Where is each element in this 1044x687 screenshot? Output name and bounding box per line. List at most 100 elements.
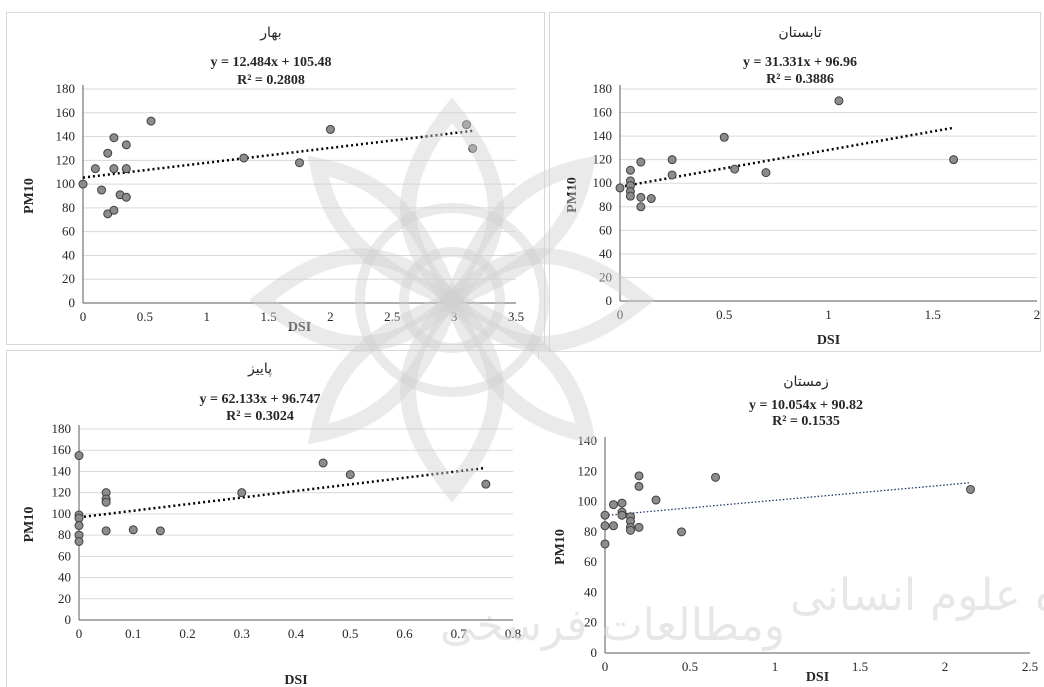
y-tick-label: 0 [591,645,598,660]
data-point [74,513,84,523]
data-point [625,165,635,175]
data-point [636,157,646,167]
y-tick-label: 40 [58,570,71,585]
data-point [146,116,156,126]
chart-panel-spring: 0 20 40 60 80 100 120 140 160 180 0 0.5 1 1.5 2 2.5 3 3.5… [6,12,545,345]
x-tick-label: 0.1 [125,626,141,641]
y-tick-label: 80 [62,200,75,215]
data-point [625,191,635,201]
y-tick-label: 140 [52,463,72,478]
y-tick-label: 180 [52,421,72,436]
data-point [609,521,618,531]
r-squared-label: R² = 0.3024 [226,409,294,424]
y-tick-label: 20 [584,615,597,630]
data-point [617,510,627,520]
y-tick-label: 80 [599,199,612,214]
y-tick-label: 20 [62,271,75,286]
y-tick-label: 80 [584,524,597,539]
chart-title-spring: بهار [259,25,281,41]
data-point [90,164,100,174]
x-tick-label: 1.5 [852,659,868,674]
trendline [82,129,473,179]
data-point [318,458,328,468]
data-point [109,205,119,215]
y-tick-label: 100 [56,176,76,191]
x-tick-label: 2.5 [1022,659,1038,674]
data-point [103,148,113,158]
y-axis-title: PM10 [22,507,37,543]
data-point [609,500,618,510]
data-point [651,495,661,505]
scatter-chart-winter: 0 20 40 60 80 100 120 140 0 0.5 1 1.5 2 2.5 زمستان y = … [553,374,1038,685]
y-tick-label: 140 [593,128,613,143]
y-tick-label: 120 [593,152,613,167]
y-tick-label: 160 [52,442,72,457]
x-tick-label: 3.5 [508,309,524,324]
y-tick-label: 40 [599,246,612,261]
x-tick-label: 0.5 [342,626,358,641]
data-point [78,179,88,189]
y-tick-label: 180 [56,81,76,96]
data-point [615,183,625,193]
x-axis-title: DSI [284,673,307,687]
x-tick-label: 0 [617,307,624,322]
data-point [834,96,844,106]
data-point [481,479,491,489]
data-point [74,451,84,461]
data-point [636,192,646,202]
trendline [78,466,487,519]
data-point [74,536,84,546]
y-tick-label: 100 [52,506,72,521]
y-tick-label: 120 [578,463,598,478]
y-tick-label: 60 [599,222,612,237]
data-point [325,124,335,134]
x-tick-label: 0.8 [505,626,521,641]
data-point [600,539,610,549]
chart-title-summer: تابستان [778,25,821,41]
x-tick-label: 0.5 [716,307,732,322]
x-tick-label: 3 [451,309,458,324]
chart-panel-summer: 0 20 40 60 80 100 120 140 160 180 0 0.5 1 1.5 2 تابستان… [549,12,1041,352]
data-point [646,194,656,204]
scatter-chart-summer: 0 20 40 60 80 100 120 140 160 180 0 0.5 1 1.5 2 تابستان… [565,25,1040,348]
data-point [966,484,975,494]
r-squared-label: R² = 0.2808 [237,73,305,88]
y-tick-label: 160 [56,105,76,120]
data-point [295,158,304,168]
data-point [74,521,84,531]
r-squared-label: R² = 0.3886 [766,72,834,87]
data-point [719,132,729,142]
x-tick-label: 2 [327,309,334,324]
trendline-equation: y = 62.133x + 96.747 [200,392,321,407]
data-point [121,164,131,174]
data-point [128,525,138,535]
r-squared-label: R² = 0.1535 [772,414,840,429]
data-point [677,527,686,537]
y-axis-title: PM10 [22,178,37,214]
data-point [634,471,644,481]
y-tick-label: 40 [584,584,597,599]
data-point [667,155,677,165]
data-point [626,525,635,535]
chart-title-autumn: پاییز [247,361,272,377]
gridlines [620,88,1037,278]
y-axis-title: PM10 [553,529,568,565]
y-tick-label: 120 [56,152,76,167]
data-point [121,192,131,202]
y-tick-label: 100 [593,175,613,190]
y-tick-label: 140 [56,129,76,144]
data-point [101,526,111,536]
y-tick-label: 60 [584,554,597,569]
chart-title-winter: زمستان [783,374,829,390]
data-point [101,497,111,507]
data-point [237,488,247,498]
data-point [109,133,119,143]
y-tick-label: 100 [578,494,598,509]
x-tick-label: 2 [942,659,949,674]
x-tick-label: 0 [80,309,87,324]
data-point [617,498,627,508]
y-axis-title: PM10 [565,177,580,213]
x-tick-label: 0.4 [288,626,305,641]
y-tick-label: 140 [578,433,598,448]
scatter-chart-autumn: 0 20 40 60 80 100 120 140 160 180 0 0.1 0.2 0.3 0.4 0.5… [22,361,521,687]
